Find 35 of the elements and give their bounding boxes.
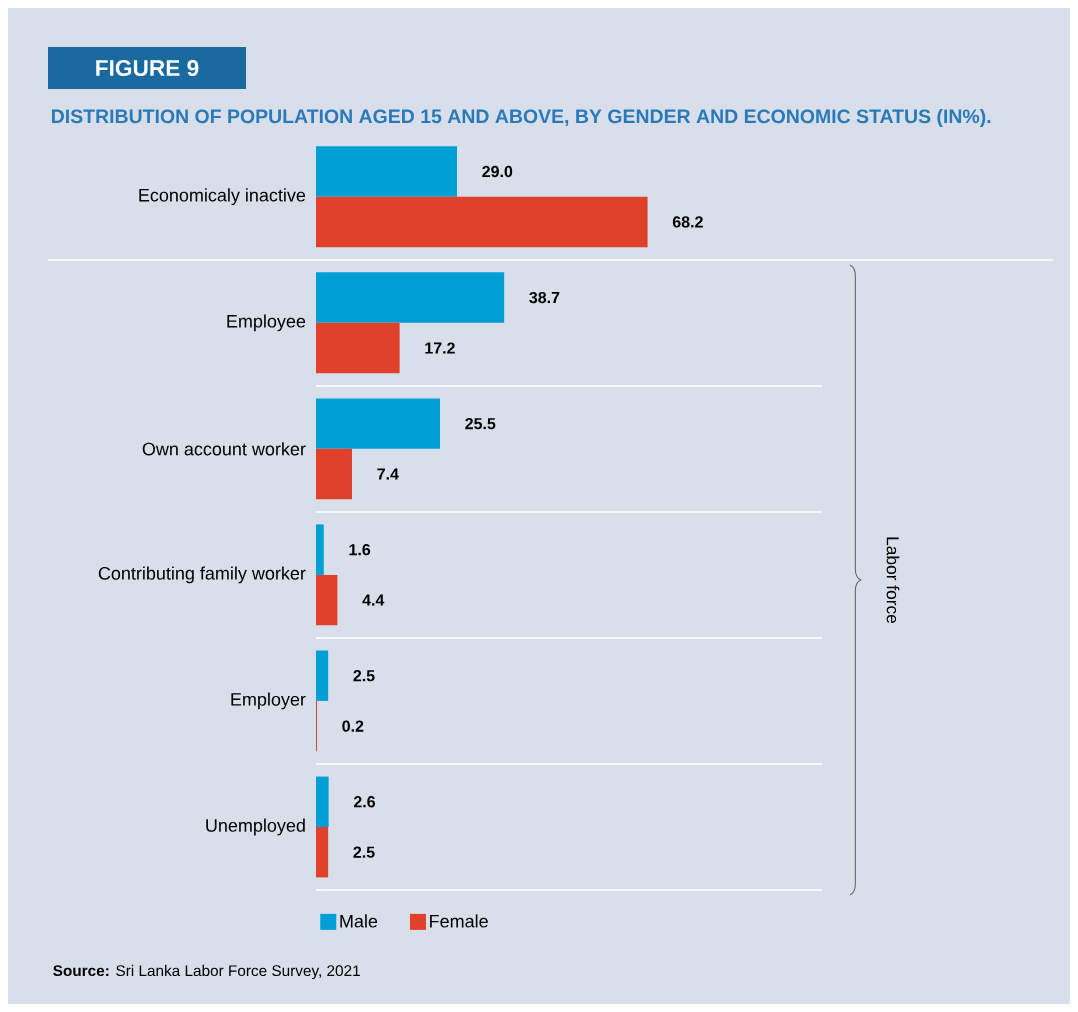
text: Source: Sri Lanka Labor Force Survey, 2021 (53, 964, 360, 980)
data-label: 38.7 (529, 291, 560, 304)
data-label: 2.5 (353, 670, 375, 682)
y-tick-label: Own account worker (142, 442, 306, 456)
chart-title: DISTRIBUTION OF POPULATION AGED 15 AND ABOVE, BY GENDER AND ECONOMIC STATUS (IN%). (52, 108, 991, 128)
data-label: 29.0 (482, 165, 513, 178)
caption: FIGURE 9 (96, 59, 199, 77)
y-tick-label: Unemployed (206, 818, 305, 836)
data-label: 68.2 (672, 216, 703, 228)
data-label: 0.2 (342, 720, 364, 732)
legend-label: Female (430, 914, 488, 928)
data-label: 7.4 (377, 468, 399, 480)
bar (316, 574, 338, 626)
data-label: 2.5 (353, 846, 375, 858)
text: Labor force (886, 537, 900, 624)
bar (316, 776, 329, 827)
data-label: 1.6 (349, 544, 371, 556)
bar (316, 650, 329, 701)
bar (316, 196, 648, 248)
bar (316, 448, 352, 500)
y-tick-label: Economicaly inactive (139, 188, 306, 206)
bar (316, 146, 457, 197)
data-label: 4.4 (362, 594, 385, 606)
data-label: 17.2 (425, 342, 455, 354)
bar (316, 398, 440, 449)
data-label: 2.6 (353, 796, 376, 808)
bar (316, 524, 324, 575)
bar (316, 826, 329, 878)
data-label: 25.5 (465, 417, 496, 430)
bar (316, 322, 400, 374)
legend-label: Male (340, 914, 378, 928)
y-tick-label: Employee (227, 314, 306, 332)
bar (316, 272, 505, 323)
y-tick-label: Contributing family worker (98, 566, 306, 584)
y-tick-label: Employer (231, 692, 306, 710)
